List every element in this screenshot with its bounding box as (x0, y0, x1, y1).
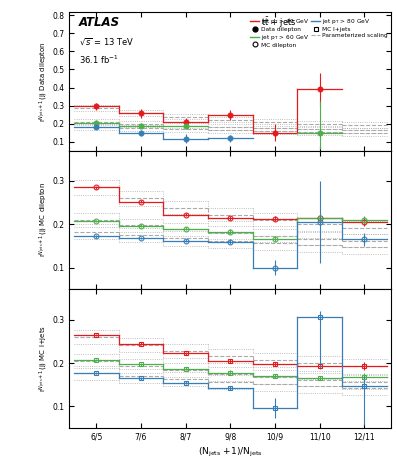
Text: ATLAS: ATLAS (79, 16, 120, 29)
Text: $\sqrt{s}$ = 13 TeV: $\sqrt{s}$ = 13 TeV (79, 37, 135, 48)
Y-axis label: r$^{N_\mathrm{jets}+1}$(j) MC l+jets: r$^{N_\mathrm{jets}+1}$(j) MC l+jets (37, 325, 50, 392)
Y-axis label: r$^{N_\mathrm{jets}+1}$(j) MC dilepton: r$^{N_\mathrm{jets}+1}$(j) MC dilepton (37, 183, 50, 257)
Y-axis label: r$^{N_\mathrm{jets}+1}$(j) Data dilepton: r$^{N_\mathrm{jets}+1}$(j) Data dilepton (37, 41, 50, 122)
Text: 36.1 fb$^{-1}$: 36.1 fb$^{-1}$ (79, 53, 119, 66)
Legend: jet p$_\mathrm{T}$ > 40 GeV, Data dilepton, jet p$_\mathrm{T}$ > 60 GeV, MC dile: jet p$_\mathrm{T}$ > 40 GeV, Data dilept… (250, 16, 388, 48)
X-axis label: (N$_{\mathrm{jets}}$ +1)/N$_{\mathrm{jets}}$: (N$_{\mathrm{jets}}$ +1)/N$_{\mathrm{jet… (198, 446, 262, 459)
Text: t$\bar{\mathrm{t}}$ + jets: t$\bar{\mathrm{t}}$ + jets (261, 15, 297, 30)
